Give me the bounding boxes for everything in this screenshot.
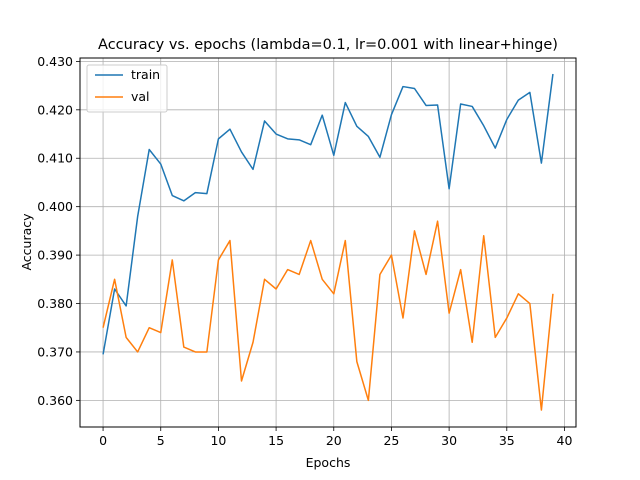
series-line-train xyxy=(102,73,554,355)
y-tick-label: 0.400 xyxy=(37,199,73,214)
x-tick-label: 20 xyxy=(326,433,342,448)
series-line-val xyxy=(102,220,554,411)
legend-label-val: val xyxy=(131,89,150,104)
y-tick-label: 0.360 xyxy=(37,393,73,408)
y-axis-ticks: 0.360 0.370 0.380 0.390 0.400 0.410 0.420 0.430 xyxy=(37,54,80,408)
chart-title: Accuracy vs. epochs (lambda=0.1, lr=0.00… xyxy=(98,37,558,53)
y-axis-label: Accuracy xyxy=(19,213,34,271)
y-tick-label: 0.410 xyxy=(37,151,73,166)
y-tick-label: 0.420 xyxy=(37,102,73,117)
y-tick-label: 0.430 xyxy=(37,54,73,69)
x-tick-label: 0 xyxy=(99,433,107,448)
plot-frame xyxy=(79,57,577,428)
x-tick-label: 30 xyxy=(441,433,457,448)
y-tick-label: 0.390 xyxy=(37,248,73,263)
x-tick-label: 40 xyxy=(557,433,573,448)
x-tick-label: 10 xyxy=(210,433,226,448)
y-tick-label: 0.370 xyxy=(37,344,73,359)
series-lines xyxy=(102,73,554,411)
y-tick-label: 0.380 xyxy=(37,296,73,311)
legend: train val xyxy=(86,64,168,113)
x-axis-ticks: 0 5 10 15 20 25 30 35 40 xyxy=(99,427,572,448)
x-tick-label: 5 xyxy=(157,433,165,448)
legend-label-train: train xyxy=(131,67,160,82)
legend-box xyxy=(86,64,168,113)
x-tick-label: 35 xyxy=(499,433,515,448)
x-tick-label: 25 xyxy=(383,433,399,448)
x-axis-label: Epochs xyxy=(306,455,351,470)
x-tick-label: 15 xyxy=(268,433,284,448)
